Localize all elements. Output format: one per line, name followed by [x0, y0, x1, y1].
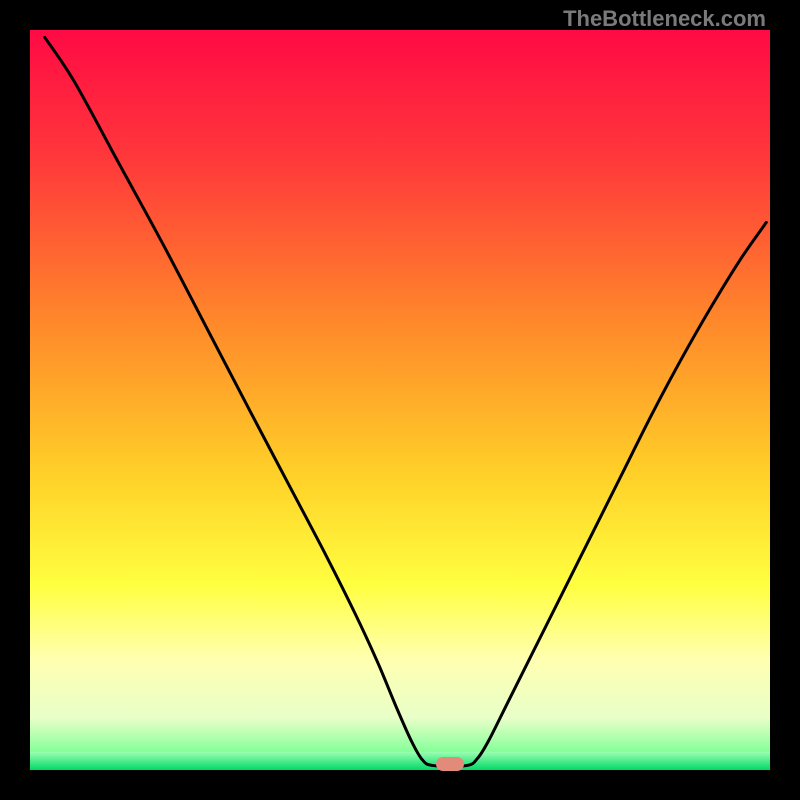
plot-area: [30, 30, 770, 770]
optimal-point-marker: [436, 757, 464, 771]
watermark-label: TheBottleneck.com: [563, 6, 766, 32]
bottleneck-curve: [30, 30, 770, 770]
chart-container: { "canvas": { "width_px": 800, "height_p…: [0, 0, 800, 800]
